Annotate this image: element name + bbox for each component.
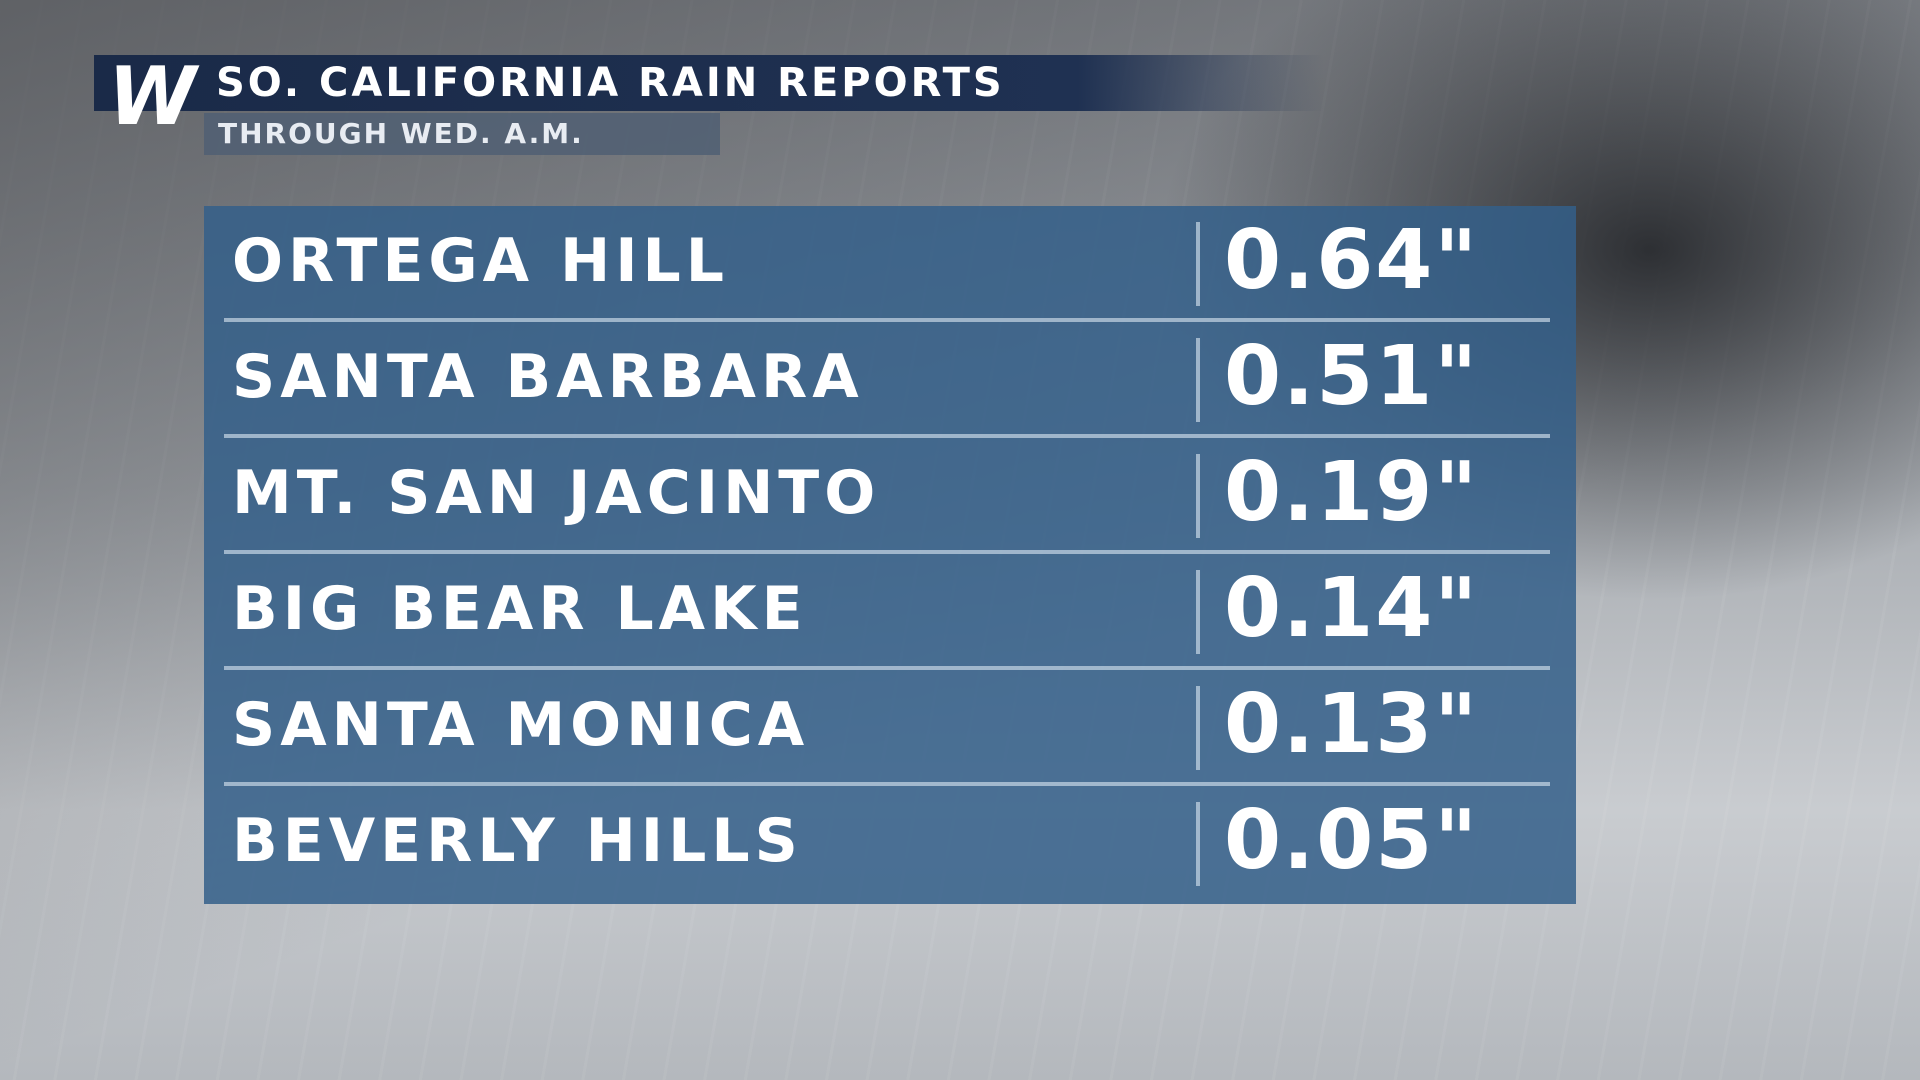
- table-row: SANTA BARBARA 0.51": [224, 322, 1550, 438]
- rainfall: 0.14": [1224, 561, 1480, 656]
- table-row: ORTEGA HILL 0.64": [224, 206, 1550, 322]
- subtitle: THROUGH WED. A.M.: [218, 117, 584, 150]
- rainfall: 0.19": [1224, 445, 1480, 540]
- row-divider: [224, 318, 1550, 322]
- header-bar: [94, 55, 1324, 111]
- rainfall: 0.05": [1224, 793, 1480, 888]
- table-row: MT. SAN JACINTO 0.19": [224, 438, 1550, 554]
- column-divider: [1196, 222, 1200, 306]
- location: MT. SAN JACINTO: [232, 458, 881, 528]
- table-row: SANTA MONICA 0.13": [224, 670, 1550, 786]
- location: ORTEGA HILL: [232, 226, 730, 296]
- table-row: BEVERLY HILLS 0.05": [224, 786, 1550, 902]
- row-divider: [224, 782, 1550, 786]
- table: ORTEGA HILL 0.64" SANTA BARBARA 0.51" MT. SA…: [204, 206, 1576, 904]
- title: SO. CALIFORNIA RAIN REPORTS: [216, 60, 1005, 106]
- rainfall: 0.13": [1224, 677, 1480, 772]
- location: BEVERLY HILLS: [232, 806, 803, 876]
- column-divider: [1196, 802, 1200, 886]
- column-divider: [1196, 338, 1200, 422]
- logo: W: [108, 50, 196, 143]
- subtitle-bar: [204, 113, 720, 155]
- rainfall: 0.51": [1224, 329, 1480, 424]
- location: SANTA BARBARA: [232, 342, 864, 412]
- column-divider: [1196, 686, 1200, 770]
- row-divider: [224, 550, 1550, 554]
- rainfall: 0.64": [1224, 213, 1480, 308]
- table-row: BIG BEAR LAKE 0.14": [224, 554, 1550, 670]
- row-divider: [224, 666, 1550, 670]
- column-divider: [1196, 454, 1200, 538]
- column-divider: [1196, 570, 1200, 654]
- row-divider: [224, 434, 1550, 438]
- location: SANTA MONICA: [232, 690, 810, 760]
- location: BIG BEAR LAKE: [232, 574, 808, 644]
